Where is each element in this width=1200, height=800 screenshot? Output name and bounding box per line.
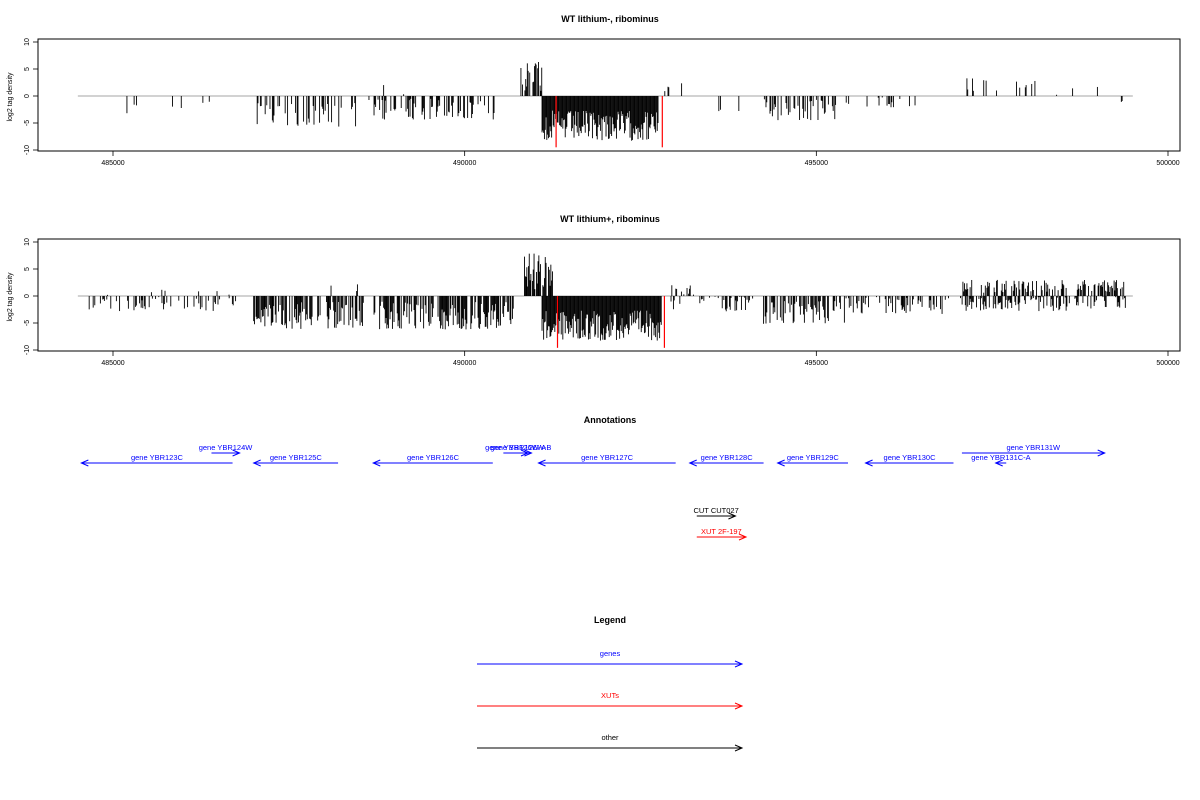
y-axis-label: log2 tag density [7, 72, 14, 122]
chart-title: WT lithium-, ribominus [561, 14, 659, 24]
y-tick-label: 5 [24, 267, 31, 271]
feature-label: gene YBR128C [701, 453, 754, 462]
y-tick-label: -5 [24, 120, 31, 126]
data-marks [77, 61, 1133, 148]
feature-arrow-head [371, 459, 381, 467]
feature-label: gene YBR123C [131, 453, 184, 462]
legend-label: genes [600, 649, 621, 658]
data-marks [77, 253, 1133, 348]
x-tick-label: 500000 [1156, 160, 1179, 167]
feature-arrow-head [776, 459, 785, 467]
feature: CUT CUT027 [693, 506, 739, 520]
x-tick-label: 490000 [453, 360, 476, 367]
feature-label: gene YBR126W-B [490, 443, 551, 452]
y-tick-label: -10 [24, 145, 31, 155]
feature-label: CUT CUT027 [693, 506, 738, 515]
legend: Legend genes XUTs other [477, 615, 744, 752]
x-tick-label: 495000 [805, 160, 828, 167]
x-tick-label: 485000 [101, 160, 124, 167]
feature: gene YBR126C [371, 453, 493, 467]
feature: gene YBR123C [80, 453, 233, 467]
feature-label: gene YBR125C [270, 453, 323, 462]
feature-label: gene YBR131W [1006, 443, 1061, 452]
feature-label: gene YBR129C [787, 453, 840, 462]
feature: gene YBR131C-A [971, 453, 1031, 467]
y-tick-label: -5 [24, 320, 31, 326]
x-tick-label: 490000 [453, 160, 476, 167]
feature-label: gene YBR126C [407, 453, 460, 462]
y-tick-label: -10 [24, 345, 31, 355]
feature: gene YBR125C [252, 453, 339, 467]
feature-arrow-head [728, 512, 737, 520]
legend-arrow-head [734, 702, 744, 710]
feature: gene YBR127C [537, 453, 676, 467]
x-tick-label: 500000 [1156, 360, 1179, 367]
annotations-title: Annotations [584, 415, 637, 425]
feature: gene YBR126W-B [490, 443, 551, 457]
feature: gene YBR131W [961, 443, 1106, 457]
legend-arrow-head [734, 660, 744, 668]
x-tick-label: 485000 [101, 360, 124, 367]
track-panel-lithium-minus: WT lithium-, ribominus log2 tag density … [7, 14, 1181, 167]
feature-arrow-head [738, 533, 748, 541]
legend-item: genes [477, 649, 744, 668]
feature-label: gene YBR127C [581, 453, 634, 462]
legend-label: XUTs [601, 691, 619, 700]
feature: gene YBR128C [688, 453, 764, 467]
y-axis-label: log2 tag density [7, 272, 14, 322]
feature-arrow-head [864, 459, 873, 467]
feature-label: gene YBR130C [884, 453, 937, 462]
feature-label: XUT 2F-197 [701, 527, 742, 536]
feature-arrow-head [537, 459, 546, 467]
track-panel-lithium-plus: WT lithium+, ribominus log2 tag density … [7, 214, 1181, 367]
feature-arrow-head [252, 459, 261, 467]
y-tick-label: 10 [24, 38, 31, 46]
legend-item: XUTs [477, 691, 744, 710]
feature: gene YBR130C [864, 453, 954, 467]
feature-label: gene YBR124W [199, 443, 254, 452]
legend-title: Legend [594, 615, 626, 625]
feature-label: gene YBR131C-A [971, 453, 1030, 462]
chart-title: WT lithium+, ribominus [560, 214, 660, 224]
y-tick-label: 5 [24, 67, 31, 71]
legend-item: other [477, 733, 744, 752]
feature-list: gene YBR123C gene YBR124W gene YBR125C gene… [80, 443, 1106, 541]
plot-frame [37, 38, 1181, 152]
legend-items: genes XUTs other [477, 649, 744, 752]
x-tick-label: 495000 [805, 360, 828, 367]
axes: 485000 490000 495000 500000 -10 -5 0 5 10 [24, 238, 1180, 367]
plot-frame [37, 238, 1181, 352]
axes: 485000 490000 495000 500000 -10 -5 0 5 10 [24, 38, 1180, 167]
y-tick-label: 10 [24, 238, 31, 246]
feature-arrow-head [994, 459, 1003, 467]
feature: gene YBR124W [199, 443, 254, 457]
feature: XUT 2F-197 [696, 527, 748, 541]
legend-label: other [601, 733, 619, 742]
feature: gene YBR129C [776, 453, 848, 467]
feature-arrow-head [1097, 449, 1106, 457]
y-tick-label: 0 [24, 294, 31, 298]
y-tick-label: 0 [24, 94, 31, 98]
feature-label: gene YBR126W-A [485, 443, 546, 452]
legend-arrow-head [734, 744, 744, 752]
feature-arrow-head [688, 459, 697, 467]
feature-arrow-head [232, 449, 241, 457]
feature-arrow-head [524, 449, 533, 457]
feature-arrow-head [80, 459, 89, 467]
